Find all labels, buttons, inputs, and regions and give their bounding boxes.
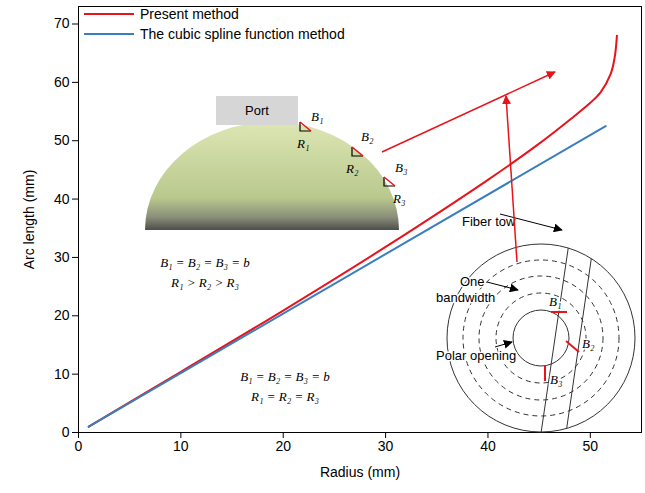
svg-text:50: 50	[54, 132, 70, 148]
svg-text:R₁ = R₂ = R₃: R₁ = R₂ = R₃	[250, 389, 319, 404]
svg-text:Radius (mm): Radius (mm)	[320, 464, 400, 480]
svg-text:R₁ > R₂ > R₃: R₁ > R₂ > R₃	[170, 275, 239, 290]
svg-text:Arc length (mm): Arc length (mm)	[21, 170, 37, 270]
svg-text:Port: Port	[245, 103, 269, 118]
svg-text:Polar opening: Polar opening	[436, 348, 516, 363]
svg-text:Present method: Present method	[140, 6, 239, 22]
svg-text:R₁: R₁	[296, 136, 309, 151]
svg-text:20: 20	[275, 438, 291, 454]
svg-text:70: 70	[54, 15, 70, 31]
svg-text:R₂: R₂	[345, 161, 359, 176]
svg-text:B₁ = B₂ = B₃ = b: B₁ = B₂ = B₃ = b	[160, 255, 250, 270]
svg-text:B₂: B₂	[361, 129, 374, 144]
svg-text:10: 10	[54, 366, 70, 382]
svg-text:30: 30	[378, 438, 394, 454]
svg-text:30: 30	[54, 249, 70, 265]
svg-text:B₂: B₂	[582, 336, 595, 351]
svg-text:20: 20	[54, 307, 70, 323]
svg-text:B₁: B₁	[549, 294, 561, 309]
svg-text:R₃: R₃	[392, 191, 405, 206]
svg-text:0: 0	[75, 438, 83, 454]
svg-text:One: One	[460, 274, 485, 289]
svg-text:0: 0	[62, 424, 70, 440]
svg-text:60: 60	[54, 74, 70, 90]
svg-text:The cubic spline function meth: The cubic spline function method	[140, 26, 345, 42]
svg-text:B₁: B₁	[311, 109, 323, 124]
svg-text:bandwidth: bandwidth	[436, 290, 495, 305]
svg-text:50: 50	[583, 438, 599, 454]
svg-text:B₁ = B₂ = B₃ = b: B₁ = B₂ = B₃ = b	[240, 369, 330, 384]
svg-text:10: 10	[173, 438, 189, 454]
svg-text:40: 40	[480, 438, 496, 454]
svg-text:40: 40	[54, 191, 70, 207]
svg-text:Fiber tow: Fiber tow	[462, 214, 516, 229]
svg-text:B₃: B₃	[395, 160, 407, 175]
svg-text:B₃: B₃	[550, 372, 562, 387]
